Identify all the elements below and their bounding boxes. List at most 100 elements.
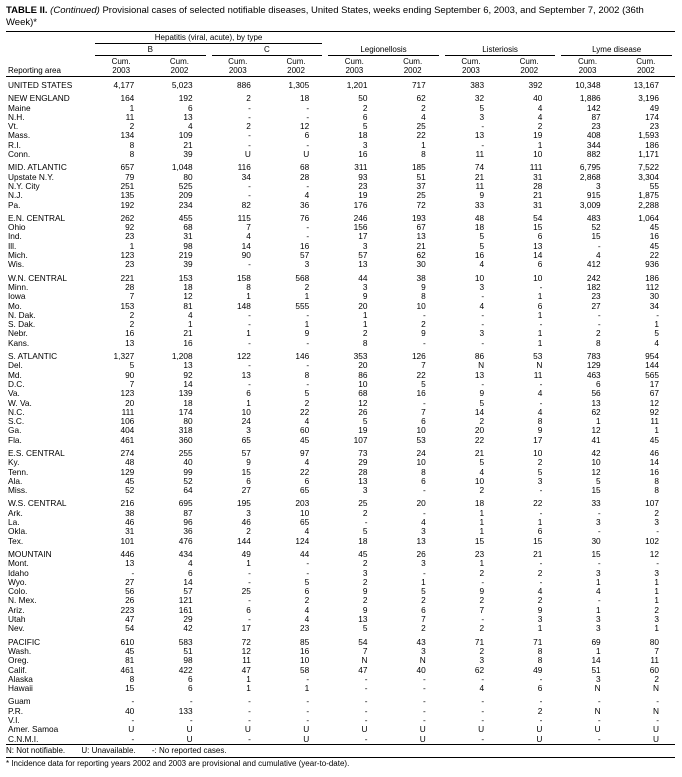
value-cell: 23	[299, 624, 310, 634]
value-cell: 1	[537, 329, 543, 339]
value-cell: 13,167	[633, 81, 659, 90]
value-cell: -	[248, 615, 251, 625]
value-cell: 85	[299, 637, 310, 647]
value-cell: 60	[649, 665, 659, 675]
value-cell: 2	[129, 122, 135, 132]
value-cell: 565	[645, 370, 659, 380]
value-cell: N	[653, 706, 659, 716]
column-header-cum-2003-8: Cum. 2003	[558, 56, 617, 77]
value-cell: 2	[304, 398, 310, 408]
reporting-area-cell: S. ATLANTIC	[8, 352, 58, 362]
footnote-incidence-note: * Incidence data for reporting years 200…	[6, 758, 350, 768]
value-cell: 6	[187, 684, 193, 694]
value-cell: -	[248, 716, 251, 725]
value-cell: -	[364, 716, 368, 725]
value-cell: 44	[299, 549, 310, 559]
value-cell: 2	[537, 706, 543, 716]
value-cell: 193	[411, 213, 426, 223]
value-cell: 16	[474, 251, 485, 261]
value-cell: 6	[304, 476, 310, 486]
reporting-area-cell: N.J.	[8, 191, 23, 201]
value-cell: 2	[129, 310, 135, 320]
table-row: Del. 5 13 - - 20 7 N N 129 144	[6, 361, 675, 370]
value-cell: 11	[650, 417, 659, 427]
value-cell: 49	[533, 665, 543, 675]
value-cell: 33	[474, 200, 485, 210]
value-cell: 5	[304, 577, 310, 587]
value-cell: 7	[654, 646, 659, 656]
reporting-area-cell: Ill.	[8, 241, 17, 251]
value-cell: -	[306, 140, 310, 150]
value-cell: 4	[304, 605, 310, 615]
reporting-area-cell: Mo.	[8, 301, 22, 311]
table-row: Minn. 28 18 8 2 3 9 3 - 182 112	[6, 283, 675, 292]
table-row: Ind. 23 31 4 - 17 13 5 6 15 16	[6, 232, 675, 241]
value-cell: 10	[533, 273, 543, 283]
value-cell: 87	[183, 508, 193, 518]
value-cell: 72	[241, 637, 251, 647]
value-cell: 22	[533, 499, 543, 509]
value-cell: -	[364, 518, 368, 528]
value-cell: N	[536, 361, 543, 371]
value-cell: -	[248, 140, 251, 150]
value-cell: 16	[416, 389, 426, 399]
value-cell: 1	[304, 684, 310, 694]
value-cell: -	[539, 674, 543, 684]
value-cell: 9	[479, 191, 485, 201]
value-cell: U	[594, 725, 601, 735]
reporting-area-cell: V.I.	[8, 716, 20, 725]
value-cell: -	[306, 232, 310, 242]
value-cell: 1	[654, 426, 659, 436]
value-cell: 57	[358, 251, 368, 261]
value-cell: 1	[479, 508, 485, 518]
value-cell: 3	[362, 486, 368, 496]
value-cell: 1	[246, 559, 251, 569]
value-cell: N	[361, 656, 368, 666]
value-cell: -	[481, 122, 485, 132]
value-cell: 14	[649, 458, 659, 468]
value-cell: 4	[537, 389, 543, 399]
reporting-area-cell: N.Y. City	[8, 181, 40, 191]
value-cell: -	[248, 734, 251, 744]
reporting-area-cell: Vt.	[8, 122, 19, 132]
value-cell: 9	[421, 329, 426, 339]
value-cell: -	[539, 379, 543, 389]
value-cell: -	[481, 292, 485, 302]
value-cell: 47	[241, 665, 251, 675]
reporting-area-cell: Calif.	[8, 665, 27, 675]
value-cell: 23	[125, 232, 135, 242]
value-cell: -	[131, 734, 135, 744]
table-row: Ky. 48 40 9 4 29 10 5 2 10 14	[6, 458, 675, 467]
value-cell: 1,064	[638, 213, 659, 223]
reporting-area-cell: Del.	[8, 361, 23, 371]
value-cell: 112	[645, 282, 659, 292]
value-cell: -	[423, 697, 426, 707]
reporting-area-cell: Oreg.	[8, 656, 29, 666]
table-row: NEW ENGLAND 164 192 2 18 50 62 32 40 1,886 3,196	[6, 94, 675, 103]
value-cell: 17	[241, 624, 251, 634]
col-subgroup-hepatitis-c: C	[209, 44, 326, 56]
value-cell: 3,304	[638, 172, 659, 182]
value-cell: 3	[421, 646, 426, 656]
value-cell: 182	[586, 282, 601, 292]
value-cell: 15	[241, 467, 251, 477]
value-cell: -	[364, 706, 368, 716]
value-cell: 17	[533, 435, 543, 445]
value-cell: 12	[183, 292, 193, 302]
value-cell: 14	[533, 251, 543, 261]
value-cell: 274	[120, 448, 135, 458]
value-cell: -	[306, 674, 310, 684]
value-cell: -	[423, 338, 426, 348]
value-cell: 14	[183, 379, 193, 389]
value-cell: 28	[125, 282, 135, 292]
value-cell: 9	[304, 329, 310, 339]
table-row: Mass. 134 109 - 6 18 22 13 19 408 1,593	[6, 131, 675, 140]
value-cell: 13	[416, 232, 426, 242]
value-cell: 4	[421, 518, 426, 528]
table-row: Alaska 8 6 1 - - - - - 3 2	[6, 675, 675, 684]
column-header-cum-2002-7: Cum. 2002	[500, 56, 559, 77]
value-cell: -	[306, 706, 310, 716]
table-row: MID. ATLANTIC 657 1,048 116 68 311 185 74 111 6,7…	[6, 163, 675, 172]
value-cell: 122	[237, 352, 251, 362]
value-cell: 10	[533, 448, 543, 458]
